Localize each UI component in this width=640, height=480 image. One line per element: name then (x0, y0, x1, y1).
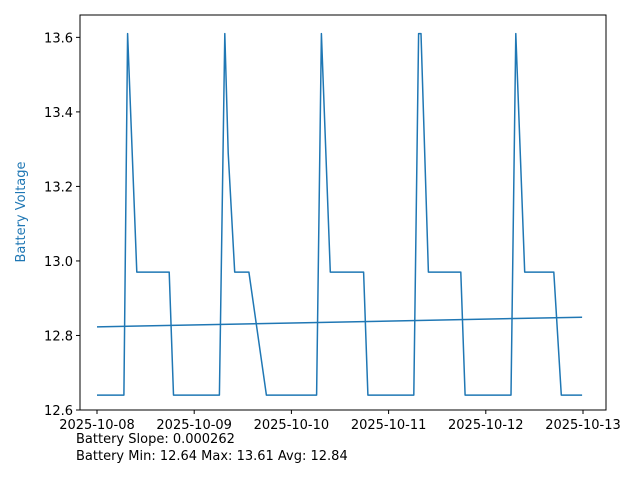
min-max-avg-stat-text: Battery Min: 12.64 Max: 13.61 Avg: 12.84 (76, 449, 348, 464)
x-tick-label: 2025-10-09 (156, 418, 232, 433)
x-axis: 2025-10-08 2025-10-09 2025-10-10 2025-10-11… (59, 410, 621, 433)
x-tick-label: 2025-10-10 (254, 418, 330, 433)
x-tick-label: 2025-10-13 (545, 418, 621, 433)
battery-voltage-line (97, 32, 583, 396)
y-tick-label: 13.0 (44, 255, 73, 270)
y-tick-label: 12.8 (44, 329, 73, 344)
chart-marks (96, 32, 583, 396)
battery-trend-line (96, 316, 583, 328)
slope-stat-text: Battery Slope: 0.000262 (76, 432, 235, 447)
y-axis-label: Battery Voltage (14, 161, 29, 262)
y-tick-label: 13.2 (44, 180, 73, 195)
x-tick-label: 2025-10-11 (351, 418, 427, 433)
y-tick-label: 13.6 (44, 31, 73, 46)
y-tick-label: 12.6 (44, 404, 73, 419)
y-axis: 12.6 12.8 13.0 13.2 13.4 13.6 (44, 31, 80, 419)
x-tick-label: 2025-10-12 (448, 418, 524, 433)
plot-frame (79, 14, 607, 411)
x-tick-label: 2025-10-08 (59, 418, 135, 433)
y-tick-label: 13.4 (44, 106, 73, 121)
